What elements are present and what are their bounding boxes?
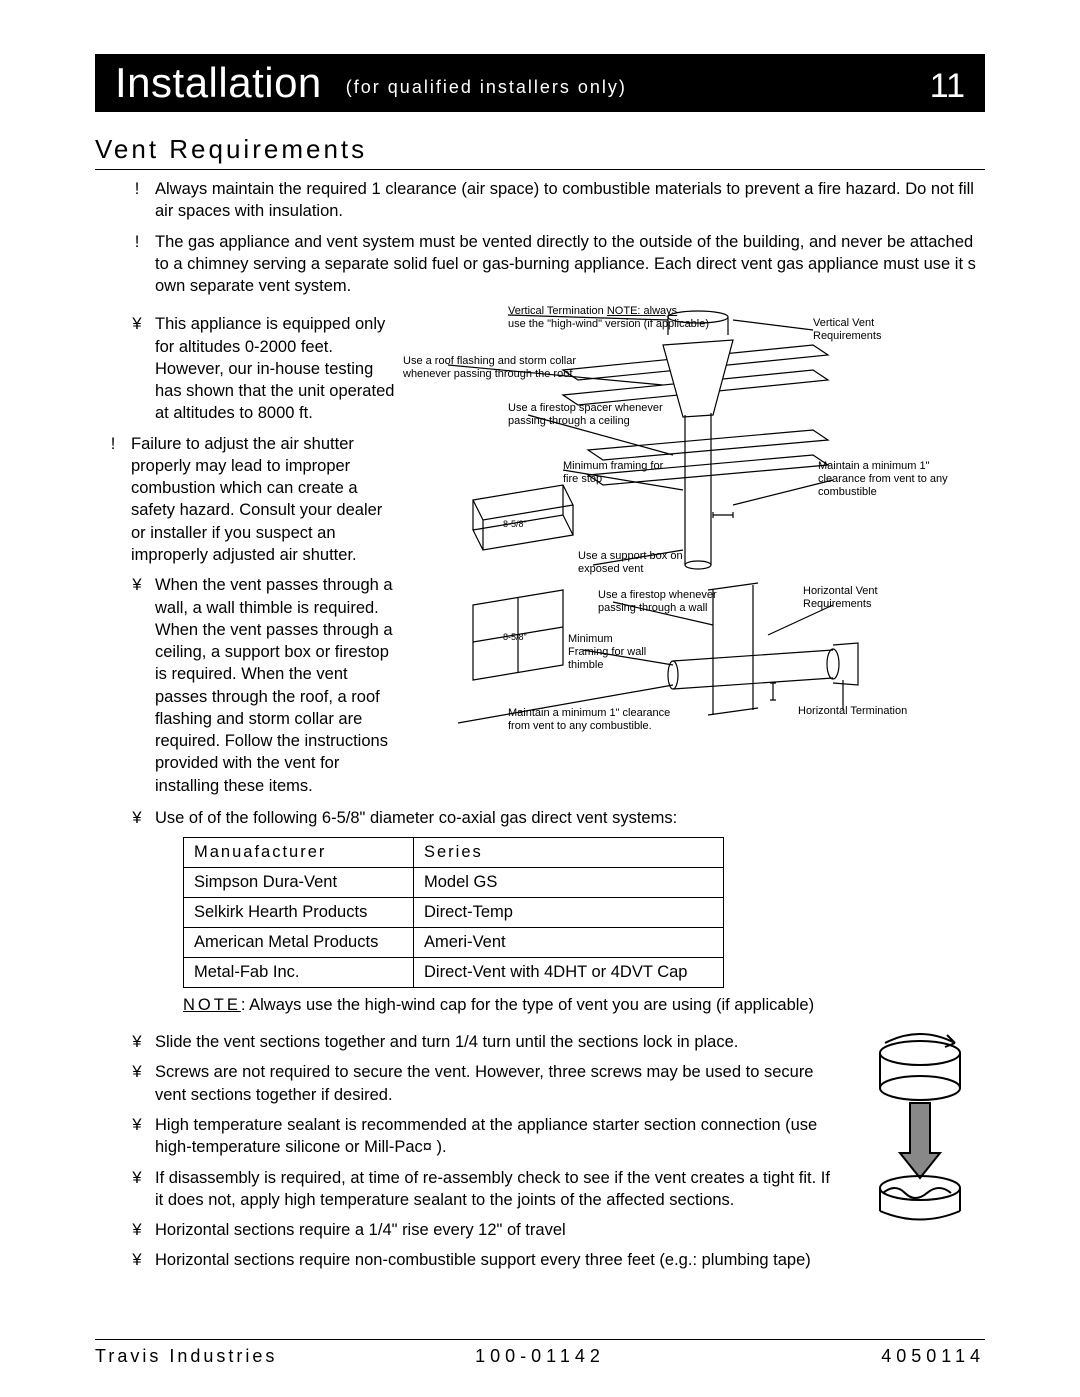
- bullet-text: If disassembly is required, at time of r…: [155, 1167, 841, 1212]
- diagram-label-text: Vertical Termination: [508, 305, 607, 317]
- svg-text:8-5/8": 8-5/8": [503, 519, 527, 529]
- bullet-item: ¥ When the vent passes through a wall, a…: [95, 574, 395, 797]
- bottom-region: ¥Slide the vent sections together and tu…: [95, 1023, 985, 1279]
- section-title: Vent Requirements: [95, 134, 985, 170]
- bullet-text: The gas appliance and vent system must b…: [155, 231, 985, 298]
- table-row: Selkirk Hearth ProductsDirect-Temp: [184, 898, 724, 928]
- diagram-label: Vertical Vent Requirements: [813, 317, 913, 342]
- twist-lock-svg: [855, 1033, 985, 1223]
- bullet-text: Horizontal sections require a 1/4" rise …: [155, 1219, 566, 1241]
- bullet-mark: ¥: [119, 1249, 155, 1271]
- diagram-label-text: NOTE: always: [607, 305, 677, 317]
- table-cell: Selkirk Hearth Products: [184, 898, 414, 928]
- footer-left: Travis Industries: [95, 1346, 277, 1367]
- bullet-mark: !: [95, 433, 131, 567]
- header-bar: Installation (for qualified installers o…: [95, 54, 985, 112]
- bullet-mark: ¥: [119, 1114, 155, 1159]
- header-subtitle: (for qualified installers only): [346, 77, 627, 98]
- bullet-mark: ¥: [119, 313, 155, 424]
- left-column: ¥ This appliance is equipped only for al…: [95, 305, 395, 805]
- table-header: Series: [414, 838, 724, 868]
- diagram-label: Use a support box on exposed vent: [578, 550, 698, 575]
- diagram-label: Maintain a minimum 1" clearance from ven…: [508, 707, 688, 732]
- diagram-label: Use a firestop spacer whenever passing t…: [508, 402, 688, 427]
- bullet-item: ¥Screws are not required to secure the v…: [95, 1061, 841, 1106]
- bullet-item: ¥If disassembly is required, at time of …: [95, 1167, 841, 1212]
- table-cell: American Metal Products: [184, 928, 414, 958]
- note-line: NOTE: Always use the high-wind cap for t…: [183, 996, 985, 1015]
- vent-systems-table: Manuafacturer Series Simpson Dura-VentMo…: [183, 837, 724, 988]
- bullet-mark: !: [119, 231, 155, 298]
- bullet-text: When the vent passes through a wall, a w…: [155, 574, 395, 797]
- table-row: American Metal ProductsAmeri-Vent: [184, 928, 724, 958]
- diagram-label: Minimum Framing for wall thimble: [568, 633, 648, 671]
- bullet-mark: ¥: [119, 807, 155, 829]
- bottom-bullets: ¥Slide the vent sections together and tu…: [95, 1023, 841, 1279]
- note-label: NOTE: [183, 996, 241, 1014]
- diagram-label: Use a roof flashing and storm collar whe…: [403, 355, 603, 380]
- bullet-item: ¥Horizontal sections require non-combust…: [95, 1249, 841, 1271]
- bullet-item: ! Failure to adjust the air shutter prop…: [95, 433, 395, 567]
- bullet-text: Use of of the following 6-5/8" diameter …: [155, 807, 677, 829]
- twist-lock-illustration: [855, 1023, 985, 1279]
- note-text: : Always use the high-wind cap for the t…: [241, 996, 814, 1014]
- bullet-text: Slide the vent sections together and tur…: [155, 1031, 738, 1053]
- bullet-item: ! The gas appliance and vent system must…: [95, 231, 985, 298]
- bullet-text: Screws are not required to secure the ve…: [155, 1061, 841, 1106]
- bullet-text: Horizontal sections require non-combusti…: [155, 1249, 811, 1271]
- diagram-column: 8-5/8" 8-5/8": [413, 305, 985, 805]
- diagram-label: Minimum framing for fire stop: [563, 460, 673, 485]
- bullet-mark: ¥: [119, 1031, 155, 1053]
- table-cell: Simpson Dura-Vent: [184, 868, 414, 898]
- bullet-item: ¥Horizontal sections require a 1/4" rise…: [95, 1219, 841, 1241]
- bullet-item: ! Always maintain the required 1 clearan…: [95, 178, 985, 223]
- table-row: Simpson Dura-VentModel GS: [184, 868, 724, 898]
- table-cell: Model GS: [414, 868, 724, 898]
- page-footer: Travis Industries 100-01142 4050114: [95, 1339, 985, 1367]
- bullet-mark: ¥: [119, 1167, 155, 1212]
- table-cell: Direct-Temp: [414, 898, 724, 928]
- footer-right: 4050114: [881, 1346, 985, 1367]
- bullet-item: ¥Slide the vent sections together and tu…: [95, 1031, 841, 1053]
- bullet-mark: !: [119, 178, 155, 223]
- diagram-label: Maintain a minimum 1" clearance from ven…: [818, 460, 948, 498]
- bullet-mark: ¥: [119, 574, 155, 797]
- table-header-row: Manuafacturer Series: [184, 838, 724, 868]
- table-cell: Ameri-Vent: [414, 928, 724, 958]
- bullet-text: Failure to adjust the air shutter proper…: [131, 433, 395, 567]
- bullet-text: This appliance is equipped only for alti…: [155, 313, 395, 424]
- table-cell: Direct-Vent with 4DHT or 4DVT Cap: [414, 958, 724, 988]
- table-cell: Metal-Fab Inc.: [184, 958, 414, 988]
- bullet-item: ¥ This appliance is equipped only for al…: [95, 313, 395, 424]
- table-header: Manuafacturer: [184, 838, 414, 868]
- table-row: Metal-Fab Inc.Direct-Vent with 4DHT or 4…: [184, 958, 724, 988]
- footer-mid: 100-01142: [475, 1346, 605, 1367]
- diagram-label-text: use the "high-wind" version (if applicab…: [508, 318, 709, 330]
- vent-diagram: 8-5/8" 8-5/8": [413, 305, 985, 745]
- bullet-item: ¥ Use of of the following 6-5/8" diamete…: [95, 807, 985, 829]
- diagram-label: Horizontal Vent Requirements: [803, 585, 913, 610]
- bullet-item: ¥High temperature sealant is recommended…: [95, 1114, 841, 1159]
- diagram-label: Vertical Termination NOTE: always use th…: [508, 305, 718, 330]
- bullet-mark: ¥: [119, 1219, 155, 1241]
- svg-text:8-5/8": 8-5/8": [503, 632, 527, 642]
- header-title: Installation: [115, 62, 322, 104]
- page: Installation (for qualified installers o…: [0, 0, 1080, 1397]
- bullet-text: High temperature sealant is recommended …: [155, 1114, 841, 1159]
- bullet-mark: ¥: [119, 1061, 155, 1106]
- two-column-region: ¥ This appliance is equipped only for al…: [95, 305, 985, 805]
- header-page-number: 11: [930, 69, 965, 103]
- bullet-text: Always maintain the required 1 clearance…: [155, 178, 985, 223]
- diagram-label: Use a firestop whenever passing through …: [598, 589, 728, 614]
- diagram-label: Horizontal Termination: [798, 705, 928, 718]
